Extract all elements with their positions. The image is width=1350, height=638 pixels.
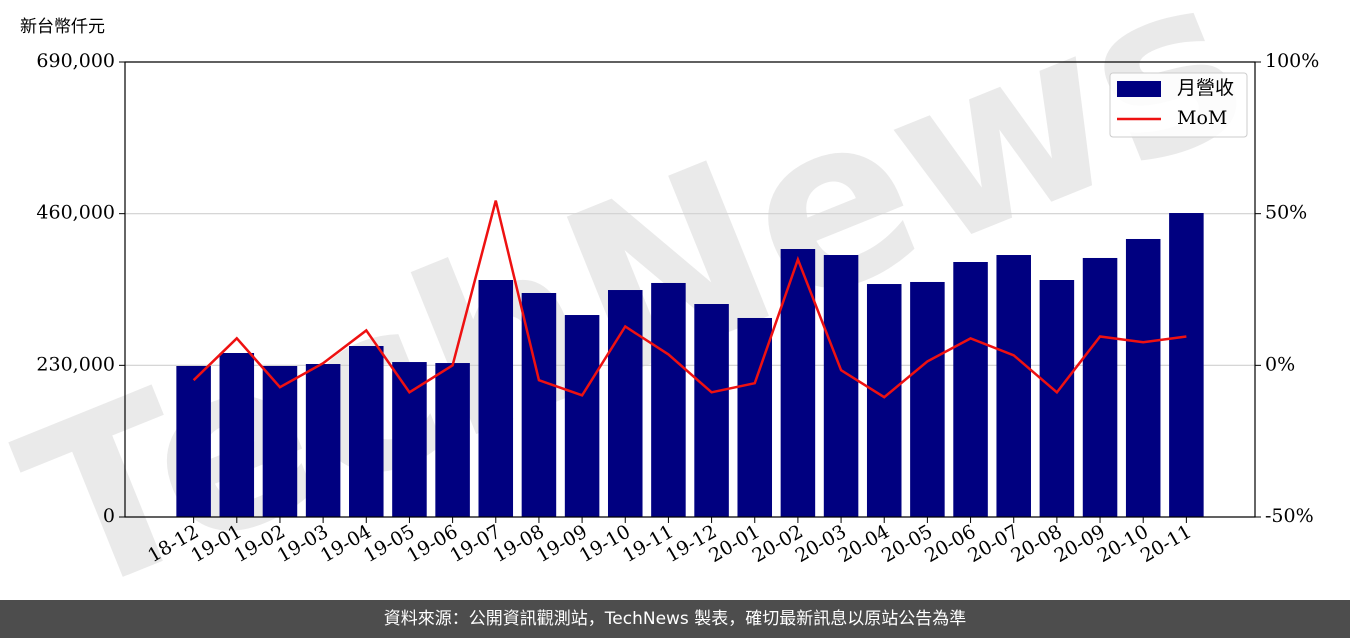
- y-tick-label: 690,000: [36, 50, 115, 72]
- line: [192, 200, 1187, 399]
- y2-tick-label: 100%: [1265, 50, 1319, 72]
- bar: [694, 304, 729, 517]
- bar: [349, 346, 384, 517]
- plot-frame: [124, 61, 1256, 518]
- bar: [996, 255, 1031, 517]
- bar: [651, 282, 686, 517]
- bar: [953, 262, 988, 517]
- legend-swatch: [1117, 81, 1161, 97]
- bar: [435, 363, 470, 517]
- bar: [564, 315, 600, 517]
- bar: [823, 255, 859, 517]
- bar: [305, 364, 341, 517]
- y2-tick-label: 0%: [1265, 353, 1295, 375]
- footer: 資料來源：公開資訊觀測站，TechNews 製表，確切最新訊息以原站公告為準: [0, 600, 1350, 638]
- bar: [1082, 257, 1118, 517]
- bar: [866, 284, 902, 517]
- bar: [219, 353, 255, 517]
- y2-tick-label: 50%: [1265, 202, 1307, 224]
- y-axis-label: 新台幣仟元: [20, 17, 105, 37]
- bar: [910, 281, 945, 517]
- bar: [1169, 213, 1204, 517]
- legend-label: 月營收: [1177, 77, 1234, 99]
- bar: [1125, 238, 1161, 517]
- bar: [262, 365, 298, 517]
- bar: [478, 280, 514, 517]
- x-tick-label: 20-11: [1137, 521, 1195, 567]
- bar: [1039, 280, 1075, 517]
- bar: [607, 290, 643, 517]
- y-tick-label: 0: [103, 505, 115, 527]
- y-tick-label: 230,000: [36, 353, 115, 375]
- chart: 新台幣仟元 TechNews0230,000460,000690,000-50%…: [0, 0, 1319, 600]
- bar: [176, 365, 211, 517]
- y2-tick-label: -50%: [1265, 505, 1314, 527]
- legend-label: MoM: [1177, 107, 1227, 129]
- y-tick-label: 460,000: [36, 202, 115, 224]
- bar: [392, 362, 427, 517]
